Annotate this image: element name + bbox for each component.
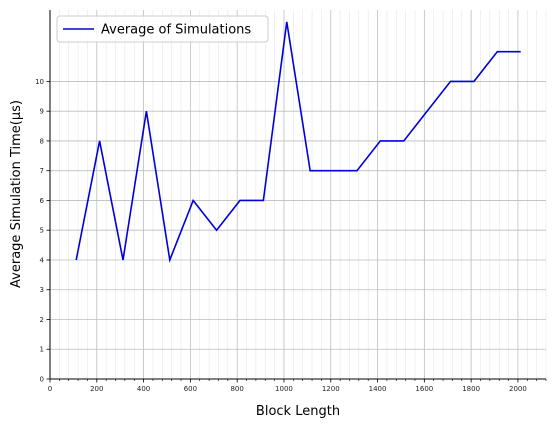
y-tick-label: 0	[40, 376, 44, 384]
x-tick-label: 400	[137, 385, 150, 393]
y-tick-label: 6	[40, 197, 45, 205]
y-tick-label: 10	[35, 78, 44, 86]
y-axis-label: Average Simulation Time(µs)	[9, 100, 24, 288]
y-tick-label: 3	[40, 286, 44, 294]
x-tick-label: 1600	[415, 385, 433, 393]
x-tick-label: 0	[48, 385, 52, 393]
legend-label: Average of Simulations	[101, 23, 251, 38]
y-tick-label: 9	[40, 108, 44, 116]
x-tick-label: 1200	[322, 385, 340, 393]
x-axis-label: Block Length	[256, 404, 340, 419]
series-line-0	[75, 21, 521, 264]
y-tick-label: 8	[40, 137, 44, 145]
x-tick-label: 800	[230, 385, 243, 393]
x-tick-label: 600	[184, 385, 197, 393]
minor-grid	[59, 10, 547, 379]
x-tick-label: 200	[90, 385, 103, 393]
y-tick-label: 1	[40, 346, 44, 354]
series-layer	[75, 21, 521, 264]
y-tick-label: 2	[40, 316, 44, 324]
legend-box	[56, 15, 269, 43]
x-tick-label: 1000	[275, 385, 293, 393]
y-tick-label: 4	[40, 256, 45, 264]
y-tick-label: 7	[40, 167, 44, 175]
x-tick-label: 1400	[369, 385, 387, 393]
x-ticks: 0 200 400 600 800 1000 1200 1400 1600 1800 2000	[48, 379, 547, 393]
x-tick-label: 2000	[509, 385, 527, 393]
major-grid	[49, 10, 546, 380]
axes	[49, 10, 546, 380]
y-ticks: 0 1 2 3 4 5 6 7 8 9 10	[35, 78, 50, 384]
y-tick-label: 5	[40, 227, 44, 235]
x-tick-label: 1800	[462, 385, 480, 393]
legend: Average of Simulations	[56, 15, 269, 43]
